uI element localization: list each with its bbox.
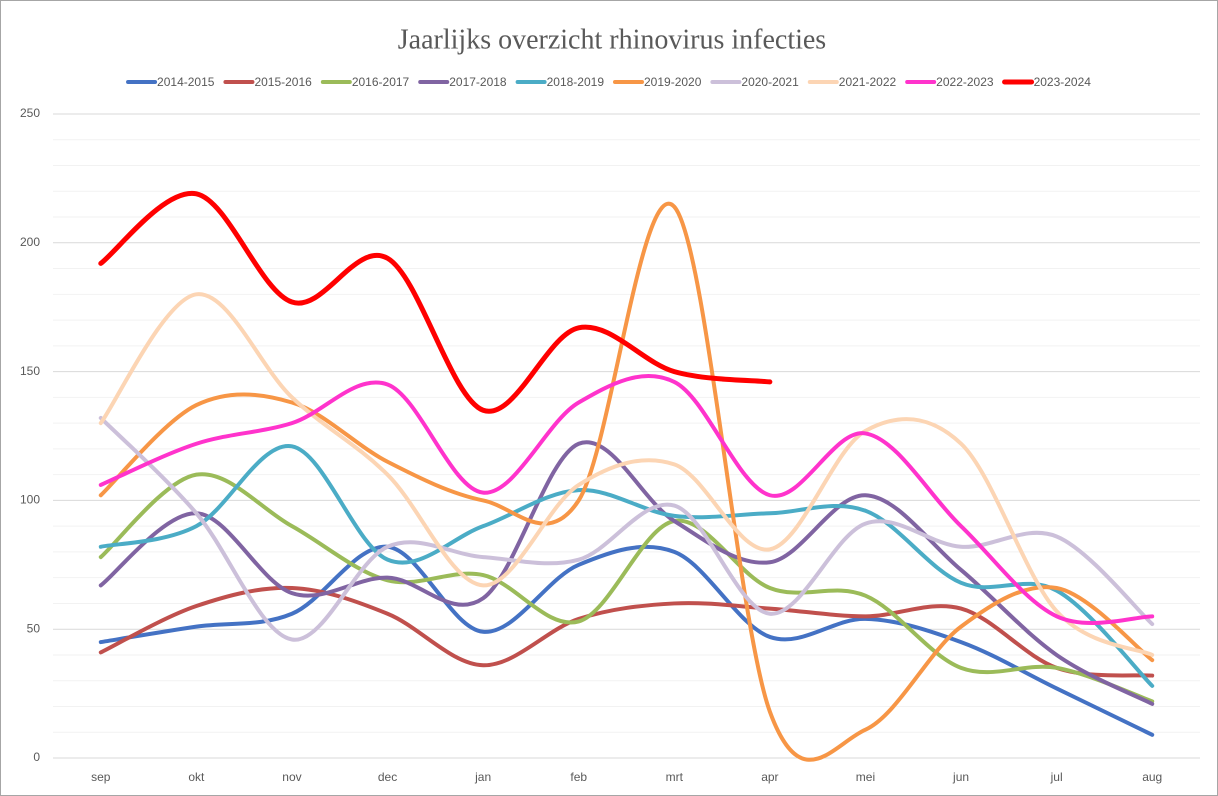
x-tick-label: mrt bbox=[666, 770, 684, 784]
y-tick-label: 250 bbox=[20, 106, 40, 120]
series-line bbox=[98, 373, 1155, 625]
legend-label: 2018-2019 bbox=[547, 75, 605, 89]
x-tick-label: jun bbox=[952, 770, 969, 784]
y-tick-label: 150 bbox=[20, 364, 40, 378]
legend-label: 2017-2018 bbox=[449, 75, 507, 89]
x-tick-label: feb bbox=[570, 770, 587, 784]
series-line bbox=[98, 472, 1155, 704]
x-tick-label: mei bbox=[856, 770, 875, 784]
y-tick-label: 100 bbox=[20, 493, 40, 507]
series-line bbox=[98, 415, 1155, 642]
legend-label: 2021-2022 bbox=[839, 75, 897, 89]
series-line bbox=[98, 444, 1155, 688]
x-tick-label: apr bbox=[761, 770, 778, 784]
legend-label: 2016-2017 bbox=[352, 75, 410, 89]
legend-label: 2020-2021 bbox=[741, 75, 799, 89]
x-tick-label: okt bbox=[188, 770, 205, 784]
legend: 2014-2015 2015-2016 2016-2017 2017-2018 2018… bbox=[126, 75, 1092, 89]
series-line bbox=[98, 544, 1155, 737]
x-tick-label: jul bbox=[1050, 770, 1063, 784]
series-line bbox=[98, 440, 1155, 706]
y-tick-label: 0 bbox=[33, 750, 40, 764]
series-line bbox=[98, 191, 773, 414]
y-tick-label: 200 bbox=[20, 235, 40, 249]
legend-label: 2014-2015 bbox=[157, 75, 215, 89]
x-tick-label: aug bbox=[1142, 770, 1162, 784]
legend-label: 2023-2024 bbox=[1034, 75, 1092, 89]
legend-label: 2022-2023 bbox=[936, 75, 994, 89]
x-tick-label: dec bbox=[378, 770, 397, 784]
legend-label: 2019-2020 bbox=[644, 75, 702, 89]
legend-label: 2015-2016 bbox=[254, 75, 312, 89]
x-tick-label: jan bbox=[474, 770, 491, 784]
x-tick-label: sep bbox=[91, 770, 111, 784]
x-tick-label: nov bbox=[282, 770, 301, 784]
chart-title: Jaarlijks overzicht rhinovirus infecties bbox=[398, 24, 826, 55]
series-line bbox=[98, 292, 1155, 657]
y-tick-label: 50 bbox=[27, 621, 41, 635]
